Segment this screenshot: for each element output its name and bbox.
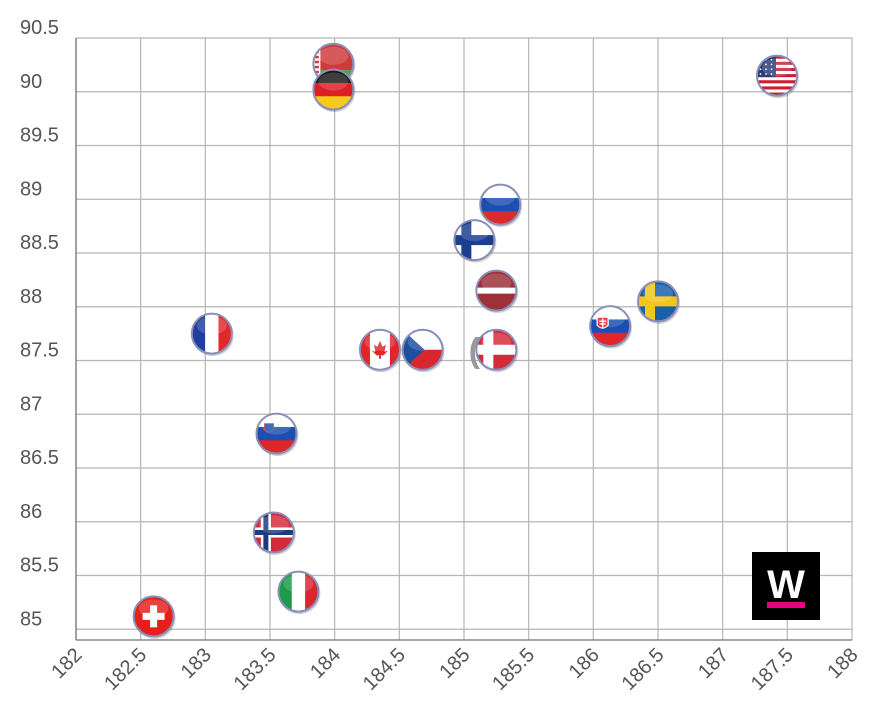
x-tick-labels: 182 182.5 183 183.5 184 184.5 185 185.5 186 186.5… (47, 644, 862, 695)
axes (75, 38, 852, 641)
y-tick-label: 90.5 (20, 17, 59, 39)
y-tick-labels: 85 85.5 86 86.5 87 87.5 88 88.5 89 89.5 90 90.5 (20, 17, 59, 630)
y-tick-label: 85 (20, 608, 42, 630)
flag-usa-point (755, 54, 799, 99)
flag-russia-point (479, 183, 523, 228)
y-tick-label: 87.5 (20, 340, 59, 362)
y-tick-label: 86 (20, 501, 42, 523)
grid-lines (75, 37, 853, 640)
x-tick-label: 185 (435, 644, 474, 683)
y-tick-label: 89 (20, 178, 42, 200)
flag-latvia-point (475, 269, 519, 314)
flag-canada-icon (359, 329, 400, 370)
flag-sweden-icon (638, 281, 678, 322)
y-tick-label: 86.5 (20, 447, 59, 469)
x-tick-label: 183 (177, 644, 216, 683)
y-tick-label: 88 (20, 286, 42, 308)
x-tick-label: 188 (823, 644, 862, 683)
flag-norway-point (252, 511, 296, 555)
y-tick-label: 89.5 (20, 125, 59, 147)
x-tick-label: 184 (306, 644, 345, 683)
flag-latvia-icon (476, 270, 517, 311)
x-tick-label: 186 (565, 644, 604, 683)
y-tick-label: 87 (20, 393, 42, 415)
flag-usa-icon (756, 55, 797, 96)
x-tick-label: 183.5 (230, 644, 281, 695)
flag-denmark-icon (476, 329, 517, 370)
x-tick-label: 187 (694, 644, 733, 683)
flag-canada-point (358, 328, 402, 373)
x-tick-label: 185.5 (488, 644, 539, 695)
flag-czech-icon (402, 329, 443, 370)
x-tick-label: 187.5 (747, 644, 798, 695)
y-tick-label: 90 (20, 71, 42, 93)
flag-czech-point (401, 328, 445, 373)
y-tick-label: 88.5 (20, 232, 59, 254)
flag-switzerland-icon (133, 596, 174, 637)
flag-italy-point (277, 570, 321, 615)
logo-text: W (767, 563, 805, 607)
x-tick-label: 184.5 (359, 644, 410, 695)
flag-norway-icon (253, 512, 294, 553)
w-logo-icon: W (752, 552, 820, 620)
flag-slovakia-point (589, 305, 633, 349)
x-tick-label: 182.5 (100, 644, 151, 695)
flag-sweden-point (637, 280, 680, 324)
x-tick-label: 186.5 (618, 644, 669, 695)
flag-slovenia-point (255, 412, 299, 457)
flag-france-point (190, 312, 234, 357)
x-tick-label: 182 (47, 644, 86, 683)
flag-germany-point (312, 68, 356, 113)
y-tick-label: 85.5 (20, 555, 59, 577)
flag-switzerland-point (132, 595, 176, 639)
data-points (132, 42, 799, 639)
flag-finland-icon (454, 220, 495, 261)
flag-denmark-point (475, 328, 519, 373)
flag-finland-point (453, 219, 497, 263)
